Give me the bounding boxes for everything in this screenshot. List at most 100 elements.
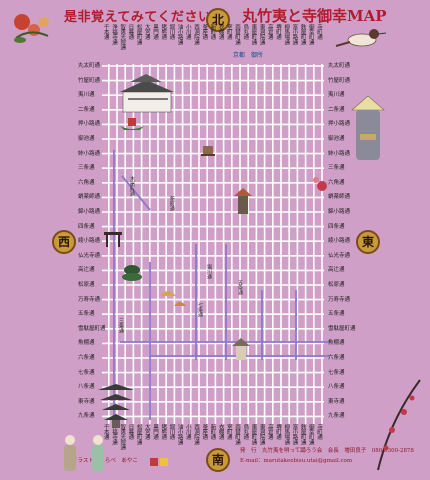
bottom-street-label: 御幸町通 (307, 424, 314, 445)
top-street-label: 浄福寺通 (111, 24, 117, 45)
right-street-label: 姉小路通 (328, 150, 351, 157)
temple-icon (232, 338, 250, 360)
gift-icon (150, 458, 168, 466)
bottom-street-label: 高倉通 (266, 424, 273, 440)
bottom-street-label: 智恵光院通 (119, 424, 126, 451)
top-street-label: 日暮通 (127, 24, 134, 40)
right-street-label: 錦小路通 (328, 209, 351, 215)
top-street-label: 釜座通 (201, 24, 208, 40)
left-street-label: 蛸薬師通 (78, 194, 101, 201)
plum-blossom-icon (14, 14, 49, 43)
right-street-label: 松原通 (328, 282, 345, 288)
right-street-label: 万寿寺通 (328, 296, 351, 303)
compass-west-badge: 西 (52, 230, 76, 254)
bottom-street-label: 黒門通 (152, 424, 158, 440)
top-street-label: 車屋町通 (250, 24, 257, 45)
bottom-street-label: 大宮通 (143, 424, 150, 440)
bottom-street-label: 富小路通 (291, 424, 298, 445)
left-street-label: 御池通 (78, 136, 95, 142)
top-street-label: 東洞院通 (258, 24, 265, 45)
header-left-title: 是非覚えてみてください。 (64, 10, 225, 25)
bottom-street-label: 烏丸通 (242, 424, 249, 440)
bottom-street-label: 麩屋町通 (299, 424, 306, 445)
people-icon (64, 435, 104, 471)
plum-branch-icon (377, 379, 421, 471)
bottom-street-label: 小川通 (184, 424, 191, 440)
right-street-label: 六角通 (328, 179, 345, 186)
left-street-label: 五条通 (78, 311, 95, 318)
bottom-street-label: 千本通 (102, 424, 109, 440)
nijo-castle-icon (120, 74, 174, 113)
pine-tree-icon (122, 265, 142, 281)
right-street-label: 東寺通 (328, 398, 345, 405)
top-street-label: 富小路通 (291, 24, 298, 45)
top-street-label: 烏丸通 (242, 24, 249, 40)
left-street-label: 七条通 (78, 369, 95, 376)
shrine-icon (234, 188, 252, 214)
bottom-street-label: 堀川通 (168, 424, 175, 440)
boat-icon (120, 118, 144, 130)
left-street-label: 雪駄屋町通 (78, 325, 106, 332)
top-street-label: 柳馬場通 (283, 24, 290, 45)
right-street-label: 雪駄屋町通 (328, 325, 356, 332)
bottom-street-label: 日暮通 (127, 424, 134, 440)
left-street-label: 竹屋町通 (78, 77, 101, 84)
left-street-label: 六条通 (78, 355, 95, 361)
bottom-street-label: 西洞院通 (193, 424, 199, 445)
bottom-street-label: 室町通 (225, 424, 232, 440)
top-street-label: 新町通 (209, 24, 216, 40)
bottom-street-label: 猪熊通 (160, 424, 167, 440)
right-street-label: 三条通 (328, 165, 345, 172)
top-street-label: 黒門通 (152, 24, 158, 40)
monk-icon (351, 95, 385, 160)
bottom-street-label: 浄福寺通 (111, 424, 117, 445)
bottom-street-label: 松屋町通 (135, 424, 142, 445)
right-street-label: 魚棚通 (328, 340, 345, 347)
left-street-label: 八条通 (78, 384, 95, 391)
right-street-label: 丸太町通 (328, 63, 351, 69)
left-street-label: 綾小路通 (78, 238, 101, 245)
top-street-label: 両替町通 (234, 24, 240, 45)
right-street-label: 二条通 (328, 106, 345, 113)
compass-north-badge: 北 (206, 8, 230, 32)
bottom-street-label: 油小路通 (176, 424, 183, 445)
bottom-street-label: 車屋町通 (250, 424, 257, 445)
right-street-label: 六条通 (328, 355, 345, 361)
street-tag-gojo: 五条通 (237, 280, 243, 295)
left-street-label: 二条通 (78, 106, 95, 113)
top-street-label: 大宮通 (143, 24, 150, 40)
right-street-label: 夷川通 (328, 92, 345, 99)
right-street-label: 四条通 (328, 223, 345, 230)
torii-gate-icon (104, 232, 122, 247)
top-street-label: 堺町通 (275, 24, 281, 40)
left-street-label: 三条通 (78, 165, 95, 172)
right-street-label: 高辻通 (328, 267, 345, 274)
street-tag-sanjo: 三条通 (118, 318, 124, 333)
top-street-label: 麩屋町通 (299, 24, 306, 45)
left-street-label: 丸太町通 (78, 63, 101, 69)
street-tag-kiyamachi: 木屋町通 (129, 176, 135, 196)
flower-icon (313, 177, 327, 191)
top-street-label: 堀川通 (168, 24, 175, 40)
left-street-label: 錦小路通 (78, 209, 101, 215)
left-street-label: 仏光寺通 (78, 252, 101, 259)
street-tag-horikawa: 堀川通 (206, 264, 212, 279)
illustration-credit: イラスト しらべ あやこ (72, 458, 138, 464)
bottom-street-label: 柳馬場通 (283, 424, 290, 445)
map-title: 丸竹夷と寺御幸MAP (242, 7, 387, 25)
right-street-label: 仏光寺通 (328, 252, 351, 259)
top-street-label: 衣棚通 (217, 24, 224, 40)
top-street-label: 室町通 (225, 24, 232, 40)
left-street-label: 押小路通 (78, 121, 101, 128)
top-street-label: 西洞院通 (193, 24, 199, 45)
bottom-street-label: 衣棚通 (217, 424, 224, 440)
top-street-label: 千本通 (102, 24, 109, 40)
bottom-street-label: 寺町通 (316, 424, 322, 440)
left-street-label: 夷川通 (78, 92, 95, 99)
fan-icon (160, 291, 186, 306)
top-street-label: 油小路通 (176, 24, 183, 45)
left-street-label: 高辻通 (78, 267, 95, 274)
